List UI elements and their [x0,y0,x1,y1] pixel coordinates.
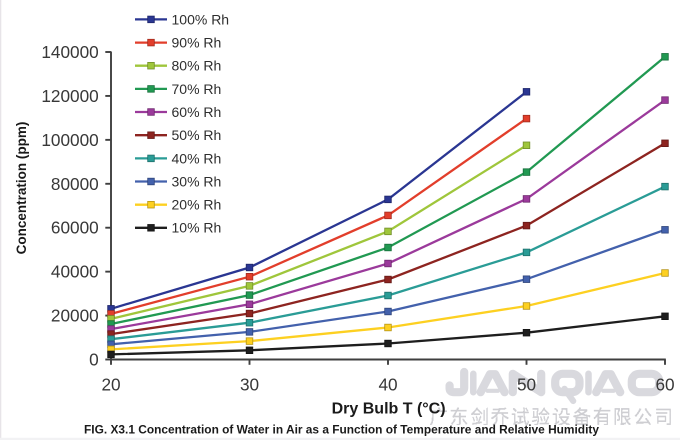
svg-text:40000: 40000 [51,262,99,282]
svg-text:40% Rh: 40% Rh [172,150,222,166]
svg-text:70% Rh: 70% Rh [172,81,222,97]
svg-text:20% Rh: 20% Rh [172,197,222,213]
svg-text:100000: 100000 [41,130,98,150]
svg-text:100% Rh: 100% Rh [172,11,230,27]
svg-text:80000: 80000 [51,174,99,194]
svg-text:120000: 120000 [41,86,98,106]
svg-text:20000: 20000 [51,306,99,326]
svg-text:20: 20 [101,375,120,395]
svg-text:0: 0 [89,350,99,370]
svg-text:Concentration (ppm): Concentration (ppm) [14,122,29,255]
svg-text:60% Rh: 60% Rh [172,104,222,120]
svg-text:80% Rh: 80% Rh [172,58,222,74]
svg-text:60: 60 [655,375,674,395]
svg-text:Dry Bulb T (°C): Dry Bulb T (°C) [332,401,446,418]
svg-text:10% Rh: 10% Rh [172,220,222,236]
svg-text:30% Rh: 30% Rh [172,173,222,189]
svg-text:FIG. X3.1 Concentration of Wat: FIG. X3.1 Concentration of Water in Air … [84,423,599,437]
svg-text:30: 30 [240,375,259,395]
svg-text:90% Rh: 90% Rh [172,35,222,51]
svg-text:140000: 140000 [41,42,98,62]
svg-text:50% Rh: 50% Rh [172,127,222,143]
svg-text:40: 40 [378,375,397,395]
svg-text:50: 50 [517,375,536,395]
svg-text:60000: 60000 [51,218,99,238]
